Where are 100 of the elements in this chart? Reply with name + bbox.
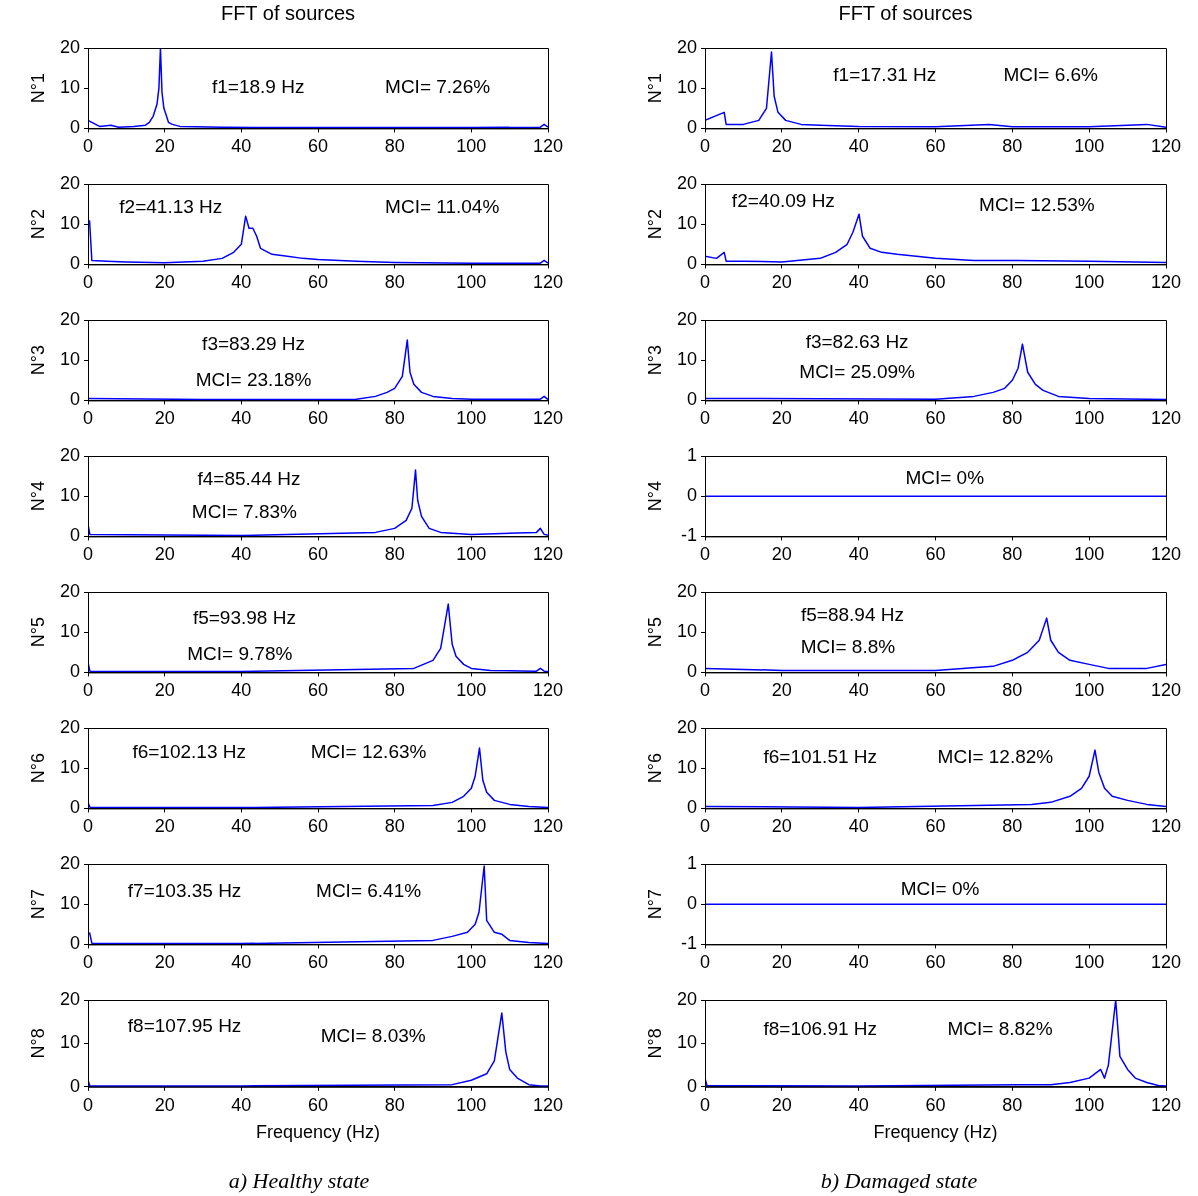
x-tick-label: 60	[307, 1094, 329, 1115]
x-tick-label: 40	[848, 272, 869, 293]
x-tick-label: 20	[771, 816, 792, 837]
x-tick-label: 0	[82, 272, 94, 293]
x-tick-label: 120	[532, 408, 564, 429]
x-tick-label: 0	[82, 680, 94, 701]
y-tick-label: 1	[686, 444, 697, 465]
y-axis-title: N°4	[644, 481, 665, 512]
annotation: f6=101.51 Hz	[763, 745, 878, 767]
x-tick-label: 20	[771, 272, 792, 293]
y-axis-title: N°2	[27, 209, 48, 240]
x-tick-label: 60	[925, 952, 946, 973]
y-tick-label: 10	[676, 213, 697, 234]
annotation: MCI= 0%	[905, 466, 985, 488]
y-tick-label: 20	[59, 308, 80, 329]
annotation: MCI= 0%	[900, 877, 980, 899]
x-tick-label: 100	[456, 408, 487, 429]
x-tick-label: 100	[1074, 136, 1105, 157]
x-tick-label: 60	[925, 1094, 946, 1115]
annotation: MCI= 6.6%	[1003, 64, 1099, 86]
x-tick-label: 120	[1150, 272, 1182, 293]
y-tick-label: 20	[676, 580, 697, 601]
y-tick-label: 10	[59, 213, 80, 234]
x-tick-label: 120	[1150, 136, 1182, 157]
annotation: MCI= 8.03%	[320, 1024, 426, 1046]
x-tick-label: 20	[154, 1094, 175, 1115]
x-tick-label: 100	[456, 680, 487, 701]
y-tick-label: 20	[59, 852, 80, 873]
x-tick-label: 100	[456, 1094, 487, 1115]
y-tick-label: 0	[69, 661, 80, 682]
annotation: MCI= 7.26%	[385, 76, 491, 98]
x-tick-label: 20	[771, 680, 792, 701]
x-tick-label: 20	[154, 816, 175, 837]
y-axis-title: N°3	[27, 345, 48, 376]
annotation: f5=93.98 Hz	[192, 606, 296, 628]
y-tick-label: 10	[676, 349, 697, 370]
x-tick-label: 60	[925, 816, 946, 837]
y-axis-title: N°8	[27, 1028, 48, 1059]
y-tick-label: 20	[59, 716, 80, 737]
x-tick-label: 60	[307, 952, 329, 973]
y-tick-label: 0	[686, 117, 697, 138]
y-tick-label: 10	[676, 621, 697, 642]
x-tick-label: 40	[231, 1094, 252, 1115]
x-tick-label: 120	[532, 816, 564, 837]
y-tick-label: 10	[676, 77, 697, 98]
x-tick-label: 80	[1002, 680, 1023, 701]
x-tick-label: 80	[1002, 1094, 1023, 1115]
x-tick-label: 120	[1150, 816, 1182, 837]
chart-title: FFT of sources	[220, 1, 356, 24]
x-tick-label: 120	[1150, 952, 1182, 973]
x-tick-label: 0	[699, 272, 711, 293]
annotation: MCI= 11.04%	[385, 196, 500, 218]
y-axis-title: N°1	[644, 73, 665, 104]
y-tick-label: 10	[59, 621, 80, 642]
x-tick-label: 20	[771, 544, 792, 565]
y-tick-label: 20	[59, 36, 80, 57]
x-tick-label: 0	[699, 408, 711, 429]
x-tick-label: 0	[699, 544, 711, 565]
x-tick-label: 0	[699, 136, 711, 157]
y-axis-title: N°1	[27, 73, 48, 104]
y-tick-label: 0	[686, 389, 697, 410]
x-tick-label: 80	[384, 136, 405, 157]
annotation: f1=17.31 Hz	[833, 64, 937, 86]
x-axis-title: Frequency (Hz)	[873, 1122, 998, 1143]
x-tick-label: 100	[456, 272, 487, 293]
x-tick-label: 40	[848, 408, 869, 429]
y-axis-title: N°2	[644, 209, 665, 240]
x-tick-label: 40	[848, 136, 869, 157]
x-tick-label: 40	[848, 1094, 869, 1115]
annotation: f8=107.95 Hz	[127, 1015, 242, 1037]
annotation: f2=40.09 Hz	[731, 189, 835, 211]
x-tick-label: 100	[1074, 272, 1105, 293]
annotation: MCI= 25.09%	[799, 361, 916, 383]
x-tick-label: 80	[1002, 544, 1023, 565]
y-tick-label: 20	[59, 172, 80, 193]
x-tick-label: 120	[532, 1094, 564, 1115]
x-tick-label: 20	[771, 136, 792, 157]
annotation: MCI= 23.18%	[195, 368, 312, 390]
y-axis-title: N°5	[644, 617, 665, 648]
y-tick-label: 10	[676, 757, 697, 778]
x-tick-label: 40	[848, 952, 869, 973]
y-tick-label: 0	[686, 253, 697, 274]
x-tick-label: 20	[771, 1094, 792, 1115]
x-tick-label: 0	[82, 544, 94, 565]
x-tick-label: 20	[154, 680, 175, 701]
x-tick-label: 60	[925, 408, 946, 429]
x-tick-label: 100	[1074, 816, 1105, 837]
x-tick-label: 40	[231, 136, 252, 157]
x-tick-label: 120	[1150, 544, 1182, 565]
y-tick-label: 20	[676, 716, 697, 737]
y-tick-label: 20	[676, 308, 697, 329]
annotation: MCI= 12.53%	[979, 193, 1095, 215]
y-tick-label: 0	[69, 389, 80, 410]
x-tick-label: 100	[456, 952, 487, 973]
y-tick-label: 20	[676, 988, 697, 1009]
annotation: MCI= 7.83%	[191, 501, 298, 523]
x-tick-label: 20	[771, 408, 792, 429]
x-tick-label: 0	[699, 952, 711, 973]
x-axis-title: Frequency (Hz)	[255, 1122, 381, 1143]
x-tick-label: 120	[532, 544, 564, 565]
